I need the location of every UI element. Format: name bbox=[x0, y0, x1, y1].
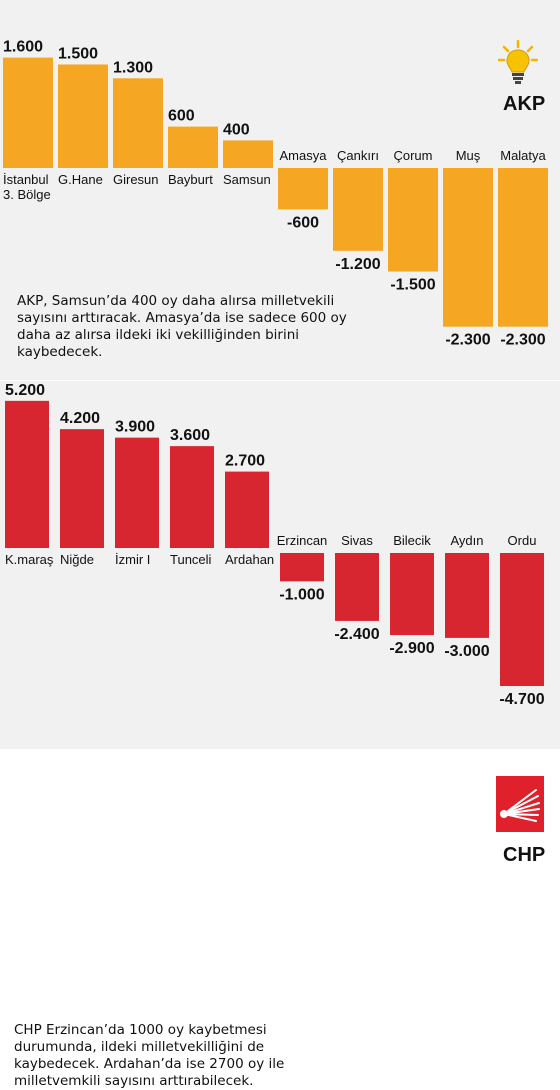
positive-bar bbox=[58, 64, 108, 168]
category-label: Giresun bbox=[113, 172, 159, 187]
category-label: Erzincan bbox=[277, 533, 328, 548]
negative-bar bbox=[280, 553, 324, 582]
value-label: -600 bbox=[287, 214, 319, 231]
negative-bar bbox=[390, 553, 434, 636]
positive-bar bbox=[60, 429, 104, 548]
category-label: G.Hane bbox=[58, 172, 103, 187]
category-label: K.maraş bbox=[5, 552, 54, 567]
category-label: Samsun bbox=[223, 172, 271, 187]
negative-bar bbox=[335, 553, 379, 621]
value-label: 3.600 bbox=[170, 427, 210, 444]
positive-bar bbox=[168, 126, 218, 168]
positive-bar bbox=[113, 78, 163, 168]
negative-bar bbox=[278, 168, 328, 210]
category-label: Ardahan bbox=[225, 552, 274, 567]
value-label: 4.200 bbox=[60, 410, 100, 427]
category-label: Niğde bbox=[60, 552, 94, 567]
negative-bar bbox=[498, 168, 548, 327]
lightbulb-icon bbox=[497, 39, 539, 91]
chp-panel: 5.200 K.maraş 4.200 Niğde 3.900 İzmir I 3.600 T… bbox=[0, 381, 560, 1089]
chp-bar-chart: 5.200 K.maraş 4.200 Niğde 3.900 İzmir I 3.600 T… bbox=[5, 382, 545, 708]
value-label: -2.900 bbox=[389, 640, 434, 657]
value-label: 400 bbox=[223, 121, 250, 138]
value-label: -2.400 bbox=[334, 626, 379, 643]
category-label: İstanbul 3. Bölge bbox=[3, 172, 51, 202]
akp-panel: 1.600 İstanbul 3. Bölge 1.500 G.Hane 1.300 Gir… bbox=[0, 0, 560, 380]
positive-bar bbox=[223, 140, 273, 168]
value-label: -3.000 bbox=[444, 643, 489, 660]
positive-bar bbox=[170, 446, 214, 548]
value-label: -1.500 bbox=[390, 277, 435, 294]
positive-bar bbox=[225, 471, 269, 548]
chp-party-label: CHP bbox=[503, 844, 546, 866]
category-label: Muş bbox=[456, 148, 481, 163]
category-label: Malatya bbox=[500, 148, 546, 163]
value-label: -2.300 bbox=[500, 332, 545, 349]
akp-bar-chart: 1.600 İstanbul 3. Bölge 1.500 G.Hane 1.300 Gir… bbox=[3, 39, 548, 349]
value-label: 1.300 bbox=[113, 59, 153, 76]
value-label: 3.900 bbox=[115, 419, 155, 436]
negative-bar bbox=[443, 168, 493, 327]
category-label: Sivas bbox=[341, 533, 373, 548]
category-label: Tunceli bbox=[170, 552, 212, 567]
value-label: -1.200 bbox=[335, 256, 380, 273]
category-label: Aydın bbox=[450, 533, 483, 548]
akp-note: AKP, Samsun’da 400 oy daha alırsa millet… bbox=[17, 293, 347, 360]
positive-bar bbox=[115, 437, 159, 548]
value-label: 5.200 bbox=[5, 382, 45, 399]
value-label: -4.700 bbox=[499, 691, 544, 708]
category-label: Çorum bbox=[393, 148, 432, 163]
category-label: Bayburt bbox=[168, 172, 213, 187]
value-label: 1.500 bbox=[58, 46, 98, 63]
value-label: 600 bbox=[168, 108, 195, 125]
value-label: 1.600 bbox=[3, 39, 43, 56]
negative-bar bbox=[388, 168, 438, 272]
category-label: İzmir I bbox=[115, 552, 150, 567]
category-label: Amasya bbox=[280, 148, 328, 163]
akp-party-label: AKP bbox=[503, 93, 546, 115]
category-label: Bilecik bbox=[393, 533, 431, 548]
negative-bar bbox=[333, 168, 383, 251]
positive-bar bbox=[3, 57, 53, 168]
negative-bar bbox=[500, 553, 544, 687]
chp-six-arrows-icon bbox=[496, 776, 544, 837]
negative-bar bbox=[445, 553, 489, 638]
positive-bar bbox=[5, 400, 49, 548]
chp-note: CHP Erzincan’da 1000 oy kaybetmesi durum… bbox=[14, 1022, 285, 1089]
category-label: Çankırı bbox=[337, 148, 379, 163]
value-label: 2.700 bbox=[225, 453, 265, 470]
value-label: -1.000 bbox=[279, 586, 324, 603]
value-label: -2.300 bbox=[445, 332, 490, 349]
category-label: Ordu bbox=[508, 533, 537, 548]
